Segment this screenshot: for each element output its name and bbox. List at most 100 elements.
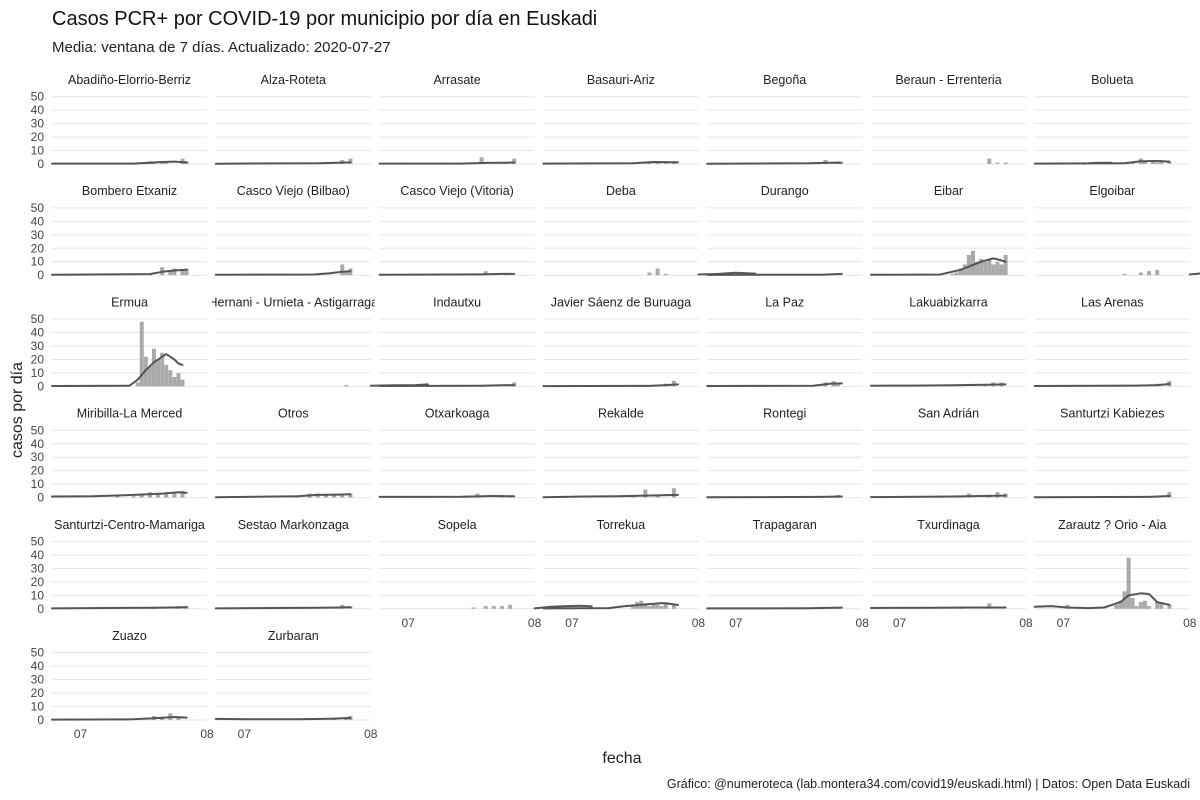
facet-strip-label: Basauri-Ariz: [587, 73, 655, 87]
bar: [172, 268, 177, 276]
rolling-mean-line: [706, 495, 843, 499]
rolling-mean-line: [542, 602, 679, 610]
y-tick-label: 20: [31, 241, 45, 255]
y-tick-label: 0: [37, 379, 44, 393]
y-tick-label: 10: [31, 588, 45, 602]
facet-strip-label: Javier Sáenz de Buruaga: [551, 295, 691, 309]
facet-panel: Arrasate: [378, 73, 535, 165]
bar: [139, 321, 144, 387]
facet-strip-label: Arrasate: [433, 73, 480, 87]
rolling-mean-line: [870, 383, 1007, 387]
rolling-mean-line: [706, 382, 843, 387]
facet-panel: Sopela 07 08: [379, 518, 593, 630]
facet-panel: Zarautz ? Orio - Aia 07 08: [1033, 518, 1197, 630]
facet-strip-label: Rontegi: [763, 407, 806, 421]
rolling-mean-line: [1033, 160, 1171, 165]
facet-strip-label: Durango: [761, 184, 809, 198]
bar: [1126, 557, 1131, 609]
y-tick-label: 30: [31, 228, 45, 242]
bar: [671, 488, 676, 498]
facet-panel: Torrekua 07 08: [542, 518, 705, 630]
y-tick-label: 30: [31, 561, 45, 575]
bar: [479, 157, 484, 164]
facet-panel: Lakuabizkarra: [870, 295, 1026, 387]
y-tick-label: 20: [31, 130, 45, 144]
bar: [512, 158, 517, 164]
bar: [1167, 492, 1172, 498]
rolling-mean-line: [542, 383, 679, 388]
y-tick-label: 40: [31, 103, 45, 117]
facet-strip-label: Miribilla-La Merced: [77, 407, 183, 421]
y-tick-label: 50: [31, 90, 45, 104]
bar: [995, 162, 1000, 164]
facet-strip-label: Santurtzi Kabiezes: [1060, 407, 1164, 421]
rolling-mean-line: [542, 493, 679, 499]
x-tick-label: 07: [401, 616, 415, 630]
bar: [647, 606, 652, 609]
bar: [344, 385, 349, 387]
y-tick-label: 10: [31, 700, 45, 714]
rolling-mean-line: [1033, 592, 1171, 610]
bar: [651, 603, 656, 609]
bar: [1003, 255, 1008, 276]
facet-panel: Otxarkoaga: [378, 407, 535, 499]
bar: [160, 352, 165, 387]
y-tick-label: 50: [31, 534, 45, 548]
rolling-mean-line: [378, 272, 516, 276]
rolling-mean-line: [51, 353, 184, 387]
bar: [663, 602, 668, 609]
bar: [1122, 591, 1127, 609]
facet-strip-label: Zurbaran: [268, 629, 319, 643]
facet-panel: Santurtzi Kabiezes: [1033, 407, 1190, 499]
rolling-mean-line: [214, 493, 352, 499]
bar: [115, 496, 120, 498]
y-axis-title: casos por día: [9, 362, 26, 458]
bar: [999, 264, 1004, 276]
y-tick-label: 20: [31, 352, 45, 366]
bar: [176, 372, 181, 387]
bar: [340, 264, 345, 276]
bar: [1122, 273, 1127, 276]
bar: [987, 603, 992, 609]
y-tick-label: 30: [31, 117, 45, 131]
x-axis-title: fecha: [602, 750, 641, 767]
facet-panel: Beraun - Errenteria: [871, 73, 1113, 165]
bar: [180, 379, 185, 387]
bar: [483, 606, 488, 609]
bar: [966, 255, 971, 276]
y-tick-label: 30: [31, 673, 45, 687]
facet-panel: Trapagaran 07 08: [706, 518, 869, 630]
rolling-mean-line: [870, 494, 1007, 499]
bar: [995, 261, 1000, 276]
bar: [1159, 603, 1164, 609]
facet-strip-label: Hernani - Urnieta - Astigarraga: [209, 295, 379, 309]
facet-strip-label: Las Arenas: [1081, 295, 1144, 309]
y-tick-label: 0: [37, 157, 44, 171]
bar: [172, 493, 177, 498]
y-tick-label: 50: [31, 646, 45, 660]
bar: [962, 264, 967, 276]
rolling-mean-line: [214, 717, 352, 721]
bar: [172, 376, 177, 387]
facet-panels: Abadiño-Elorrio-Berriz01020304050Alza-Ro…: [31, 73, 1200, 741]
bar: [168, 271, 173, 276]
bar: [1138, 602, 1143, 609]
bar: [631, 604, 636, 609]
rolling-mean-line: [51, 160, 188, 165]
facet-panel: Otros: [214, 407, 371, 499]
y-tick-label: 10: [31, 144, 45, 158]
y-tick-label: 20: [31, 575, 45, 589]
bar: [156, 494, 161, 498]
facet-panel: Sestao Markonzaga: [214, 518, 371, 610]
x-tick-label: 08: [1019, 616, 1033, 630]
facet-strip-label: Begoña: [763, 73, 806, 87]
y-tick-label: 20: [31, 464, 45, 478]
facet-strip-label: Deba: [606, 184, 636, 198]
bar: [647, 272, 652, 276]
bar: [1155, 602, 1160, 609]
facet-panel: Elgoibar: [1034, 184, 1200, 276]
x-tick-label: 07: [729, 616, 743, 630]
bar: [348, 493, 353, 498]
bar: [164, 162, 169, 164]
